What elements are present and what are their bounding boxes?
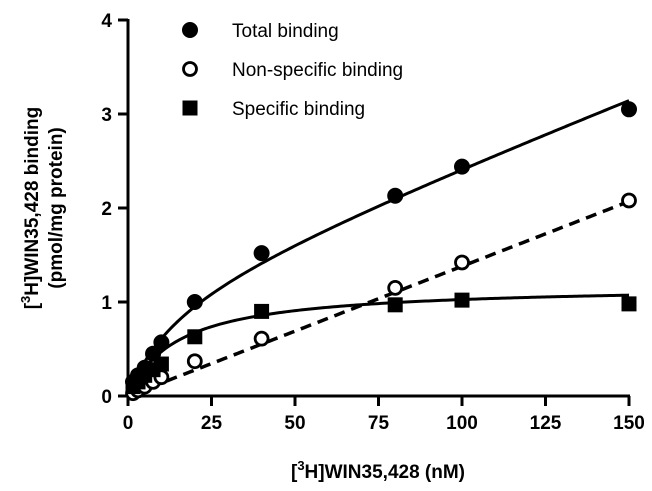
- data-point-filled-circle: [387, 187, 404, 204]
- data-point-open-circle: [454, 254, 470, 271]
- data-point-open-circle: [186, 353, 203, 370]
- data-point-open-circle: [621, 192, 637, 209]
- legend: Total binding Non-specific binding Specifi…: [182, 21, 403, 120]
- data-point-open-circle: [387, 279, 404, 296]
- x-axis-title: [3H]WIN35,428 (nM): [291, 458, 465, 483]
- legend-label: Total binding: [232, 21, 339, 42]
- data-point-open-circle: [253, 330, 270, 347]
- x-tick-label: 25: [201, 413, 223, 434]
- y-tick-label: 4: [101, 11, 112, 32]
- data-point-filled-square: [454, 292, 470, 308]
- x-tick-label: 75: [368, 413, 390, 434]
- x-tick-label: 150: [613, 413, 645, 434]
- data-point-filled-circle: [186, 294, 203, 310]
- axes: 0 1 2 3 4 0 25 50 75 100 125 150: [101, 11, 644, 434]
- x-tick-label: 50: [284, 413, 305, 434]
- legend-label: Non-specific binding: [232, 60, 403, 81]
- x-tick-label: 0: [123, 413, 134, 434]
- data-point-filled-square: [254, 303, 270, 319]
- legend-marker-filled-circle: [182, 22, 198, 38]
- data-point-filled-circle: [454, 158, 470, 175]
- y-tick-label: 0: [101, 387, 112, 408]
- data-point-filled-square: [387, 297, 403, 313]
- y-axis-title-line1: [3H]WIN35,428 binding: [18, 107, 43, 310]
- y-tick-label: 3: [101, 105, 112, 126]
- data-points: [125, 101, 637, 402]
- data-point-filled-circle: [145, 345, 162, 362]
- total-fit-curve: [131, 99, 630, 385]
- data-point-filled-circle: [136, 359, 153, 376]
- specific-fit-curve: [131, 293, 630, 387]
- data-point-filled-square: [153, 356, 169, 372]
- legend-marker-open-circle: [182, 61, 198, 77]
- data-point-filled-circle: [153, 334, 170, 351]
- y-axis-title: [3H]WIN35,428 binding (pmol/mg protein): [18, 107, 67, 310]
- y-tick-label: 2: [101, 199, 112, 220]
- legend-marker-filled-square: [182, 100, 198, 116]
- data-point-filled-square: [621, 296, 637, 312]
- data-point-filled-circle: [621, 101, 637, 118]
- data-point-filled-square: [187, 329, 203, 345]
- x-tick-label: 100: [446, 413, 478, 434]
- y-tick-label: 1: [101, 293, 112, 314]
- legend-label: Specific binding: [232, 99, 365, 120]
- fit-curves: [131, 99, 630, 396]
- data-point-filled-circle: [253, 245, 270, 262]
- y-axis-title-line2: (pmol/mg protein): [46, 127, 67, 288]
- x-tick-label: 125: [530, 413, 562, 434]
